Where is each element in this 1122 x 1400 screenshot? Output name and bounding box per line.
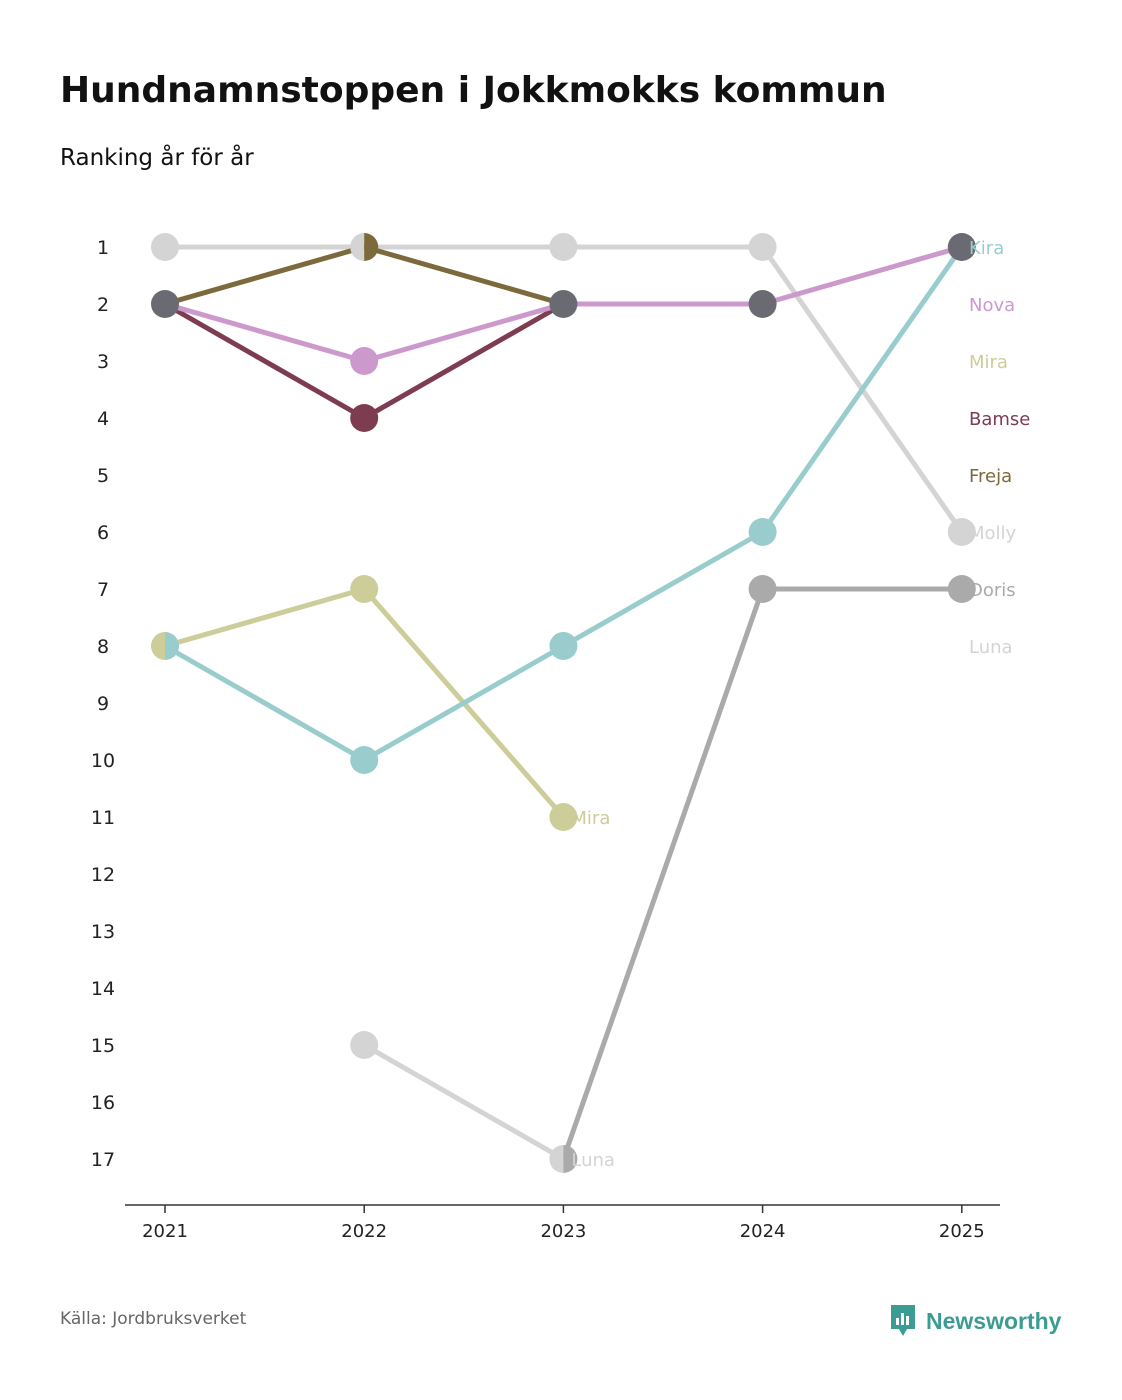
point-marker [350,575,379,603]
series-line-kira [162,244,965,763]
point-marker-half [151,632,165,660]
y-tick-label: 9 [97,693,109,715]
y-tick-label: 3 [97,351,109,373]
brand-logo: Newsworthy [888,1303,1061,1339]
legend-label-freja: Freja [969,466,1012,487]
legend-label-luna: Luna [969,637,1013,658]
point-marker [350,347,379,375]
y-tick-label: 10 [91,750,115,772]
point-marker [748,290,777,318]
point-marker-half [350,233,365,261]
x-tick-label: 2025 [939,1221,985,1242]
y-tick-label: 6 [97,522,109,544]
series-line-luna [361,1042,566,1162]
x-tick-label: 2023 [540,1221,586,1242]
x-tick-label: 2022 [341,1221,387,1242]
chart-title: Hundnamnstoppen i Jokkmokks kommun [60,70,887,111]
chart-subtitle: Ranking år för år [60,145,254,171]
y-tick-label: 12 [91,864,115,886]
y-tick-label: 8 [97,636,109,658]
point-marker [151,233,179,261]
legend-label-bamse: Bamse [969,409,1030,430]
point-marker [947,518,976,546]
point-marker [549,803,578,831]
point-marker [350,1031,379,1059]
point-marker [748,518,777,546]
series-line-molly [162,244,965,535]
end-label-mira: Mira [571,808,610,829]
y-tick-label: 1 [97,237,109,259]
legend-label-doris: Doris [969,580,1016,601]
y-tick-label: 5 [97,465,109,487]
legend-label-nova: Nova [969,295,1015,316]
point-marker-half [364,233,379,261]
point-marker [748,575,777,603]
point-marker [151,290,179,318]
point-marker-half [549,1145,564,1174]
y-tick-label: 15 [91,1035,115,1057]
legend-label-molly: Molly [969,523,1017,544]
y-tick-label: 13 [91,921,115,943]
y-tick-label: 4 [97,408,109,430]
point-marker [947,575,976,603]
y-tick-label: 17 [91,1149,115,1171]
point-marker [549,233,578,261]
source-note: Källa: Jordbruksverket [60,1309,247,1329]
y-tick-label: 7 [97,579,109,601]
x-tick-label: 2021 [142,1221,188,1242]
point-marker [549,290,578,318]
x-tick-label: 2024 [740,1221,786,1242]
point-marker [947,233,976,261]
legend-label-kira: Kira [969,238,1004,259]
y-tick-label: 2 [97,294,109,316]
point-marker [350,746,379,774]
point-marker-half [563,1145,578,1174]
point-marker [350,404,379,432]
y-tick-label: 11 [91,807,115,829]
point-marker [549,632,578,660]
series-line-doris [560,586,965,1162]
series-line-mira [162,586,566,820]
brand-name: Newsworthy [926,1307,1062,1334]
y-tick-label: 16 [91,1092,115,1114]
point-marker [748,233,777,261]
newsworthy-logo-icon [891,1305,915,1336]
point-marker-half [165,632,179,660]
y-tick-label: 14 [91,978,115,1000]
legend-label-mira: Mira [969,352,1008,373]
end-label-luna: Luna [571,1150,615,1171]
